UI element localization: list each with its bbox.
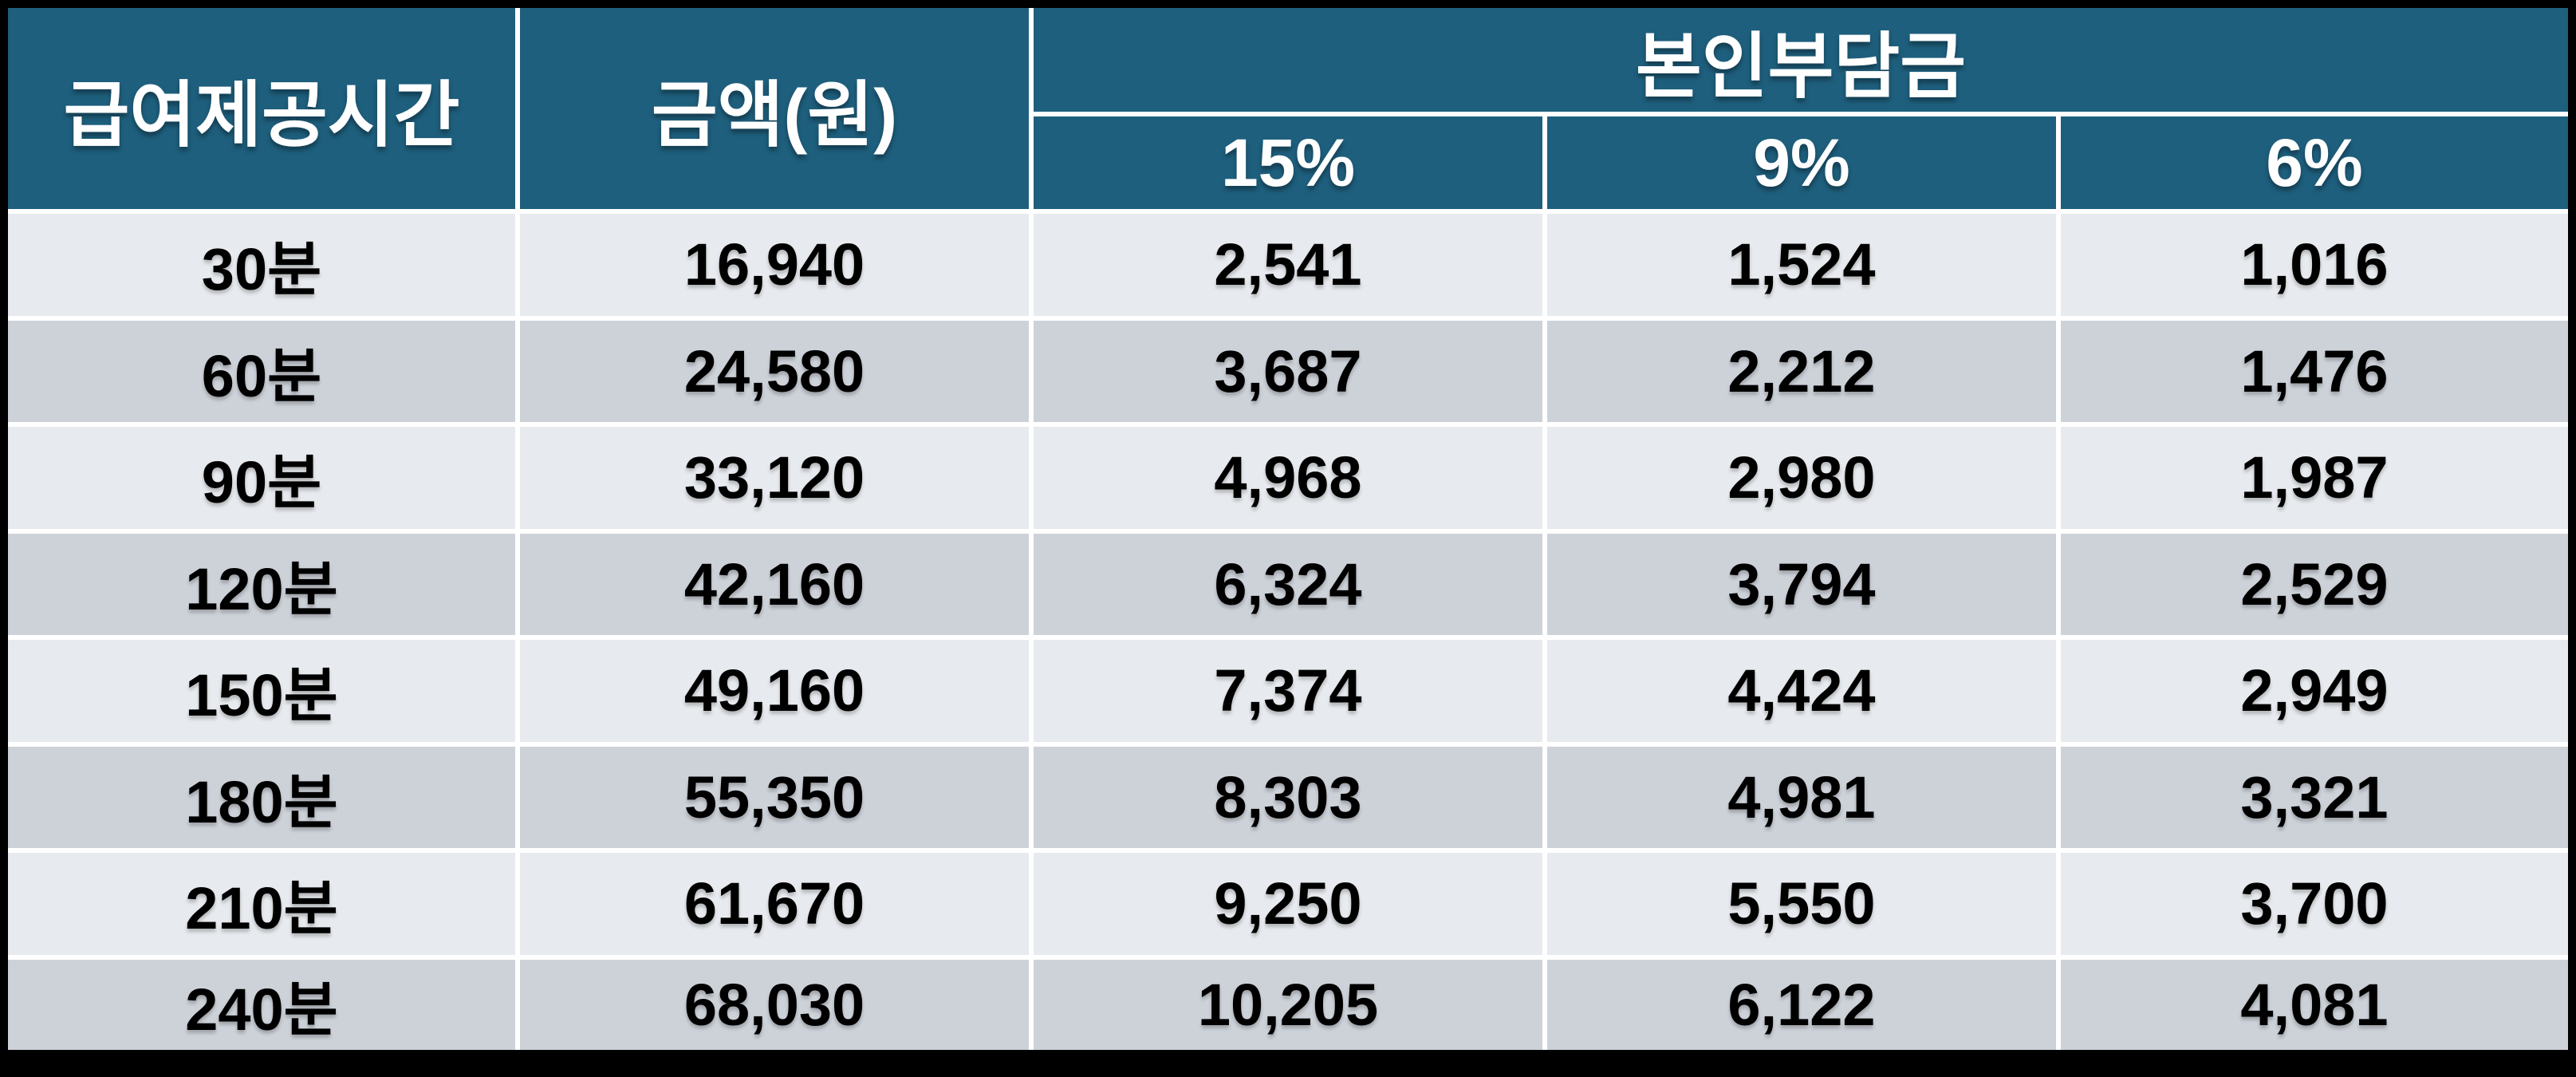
table-row: 180분 55,350 8,303 4,981 3,321 [2,741,2574,853]
cell-time: 210분 [2,848,520,960]
table-row: 210분 61,670 9,250 5,550 3,700 [2,848,2574,960]
cell-rate-15: 6,324 [1029,528,1547,640]
cell-rate-6: 2,529 [2056,528,2574,640]
cell-rate-9: 4,981 [1542,741,2061,853]
table-row: 30분 16,940 2,541 1,524 1,016 [2,209,2574,321]
cell-amount: 68,030 [515,954,1034,1066]
cell-time: 60분 [2,315,520,427]
header-rate-6: 6% [2056,112,2574,214]
header-time: 급여제공시간 [2,2,520,214]
header-copay-group: 본인부담금 [1029,2,2574,116]
cell-rate-15: 4,968 [1029,422,1547,534]
table-row: 240분 68,030 10,205 6,122 4,081 [2,954,2574,1066]
cell-time: 90분 [2,422,520,534]
header-amount: 금액(원) [515,2,1034,214]
table-row: 150분 49,160 7,374 4,424 2,949 [2,635,2574,747]
cell-time: 30분 [2,209,520,321]
cell-rate-9: 2,980 [1542,422,2061,534]
header-row-rates: 15% 9% 6% [4,112,2574,214]
cell-rate-15: 8,303 [1029,741,1547,853]
cell-rate-15: 3,687 [1029,315,1547,427]
cell-rate-6: 1,016 [2056,209,2574,321]
cell-time: 120분 [2,528,520,640]
cell-amount: 16,940 [515,209,1034,321]
cell-amount: 42,160 [515,528,1034,640]
cell-rate-6: 4,081 [2056,954,2574,1066]
cell-amount: 61,670 [515,848,1034,960]
cell-rate-9: 1,524 [1542,209,2061,321]
cell-amount: 33,120 [515,422,1034,534]
table-body: 30분 16,940 2,541 1,524 1,016 60분 24,580 … [2,209,2574,1066]
header-row-group: 급여제공시간 금액(원) 본인부담금 [2,2,2574,214]
table-row: 90분 33,120 4,968 2,980 1,987 [2,422,2574,534]
cell-amount: 49,160 [515,635,1034,747]
cell-rate-9: 3,794 [1542,528,2061,640]
cell-rate-15: 2,541 [1029,209,1547,321]
header-rate-15: 15% [1029,112,1547,214]
cell-rate-6: 1,987 [2056,422,2574,534]
table-row: 60분 24,580 3,687 2,212 1,476 [2,315,2574,427]
cell-rate-6: 3,321 [2056,741,2574,853]
cell-rate-15: 9,250 [1029,848,1547,960]
cell-time: 240분 [2,954,520,1066]
table-header: 급여제공시간 금액(원) 본인부담금 15% 9% 6% [2,2,2574,214]
cell-rate-9: 4,424 [1542,635,2061,747]
cell-rate-15: 10,205 [1029,954,1547,1066]
header-rate-9: 9% [1542,112,2061,214]
cell-rate-6: 2,949 [2056,635,2574,747]
cell-amount: 24,580 [515,315,1034,427]
table-row: 120분 42,160 6,324 3,794 2,529 [2,528,2574,640]
cell-rate-6: 3,700 [2056,848,2574,960]
cell-rate-9: 6,122 [1542,954,2061,1066]
cell-rate-6: 1,476 [2056,315,2574,427]
cell-rate-9: 5,550 [1542,848,2061,960]
cell-time: 180분 [2,741,520,853]
cell-rate-15: 7,374 [1029,635,1547,747]
cell-rate-9: 2,212 [1542,315,2061,427]
cell-time: 150분 [2,635,520,747]
cell-amount: 55,350 [515,741,1034,853]
